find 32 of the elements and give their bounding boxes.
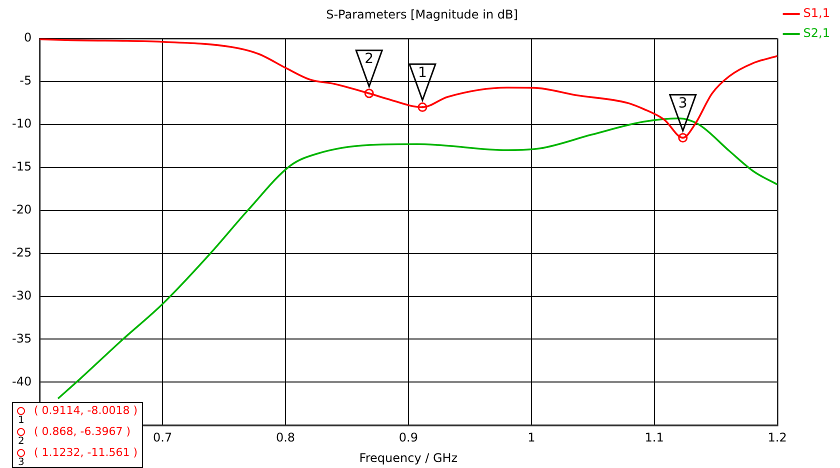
- x-tick-label: 0.9: [398, 430, 418, 445]
- text: ( 1.1232, -11.561 ): [34, 446, 138, 459]
- y-tick-label: -10: [12, 116, 32, 130]
- x-tick-label: 1.2: [768, 430, 787, 445]
- x-tick-label: 1: [528, 430, 536, 445]
- y-tick-label: -35: [12, 331, 32, 346]
- x-axis-title: Frequency / GHz: [359, 450, 458, 465]
- y-tick-label: -5: [20, 74, 32, 88]
- y-tick-label: 0: [24, 30, 32, 45]
- x-tick-label: 1.1: [644, 430, 664, 445]
- annotation: ( 0.868, -6.3967 ): [34, 425, 131, 438]
- legend-label: S2,1: [803, 26, 830, 40]
- text: 2: [18, 436, 24, 447]
- y-tick-label: -15: [12, 159, 32, 174]
- y-tick-label: -25: [12, 245, 32, 260]
- legend-label: S1,1: [803, 6, 830, 20]
- annotation: ( 0.9114, -8.0018 ): [34, 404, 138, 417]
- y-tick-label: -40: [12, 374, 32, 388]
- y-tick-label: -30: [12, 288, 32, 302]
- point: [364, 88, 374, 98]
- line-series: [57, 117, 778, 400]
- x-tick-label: 0.8: [276, 430, 296, 445]
- text: 1: [18, 415, 24, 426]
- text: 3: [18, 457, 24, 468]
- x-tick-label: 0.7: [153, 430, 172, 445]
- annotation: 3: [678, 95, 688, 112]
- y-tick-label: -20: [12, 202, 32, 216]
- point: [418, 102, 428, 112]
- chart-title: S-Parameters [Magnitude in dB]: [326, 7, 518, 22]
- annotation: 1: [418, 64, 427, 81]
- annotation: 2: [364, 51, 374, 68]
- point: [678, 133, 688, 143]
